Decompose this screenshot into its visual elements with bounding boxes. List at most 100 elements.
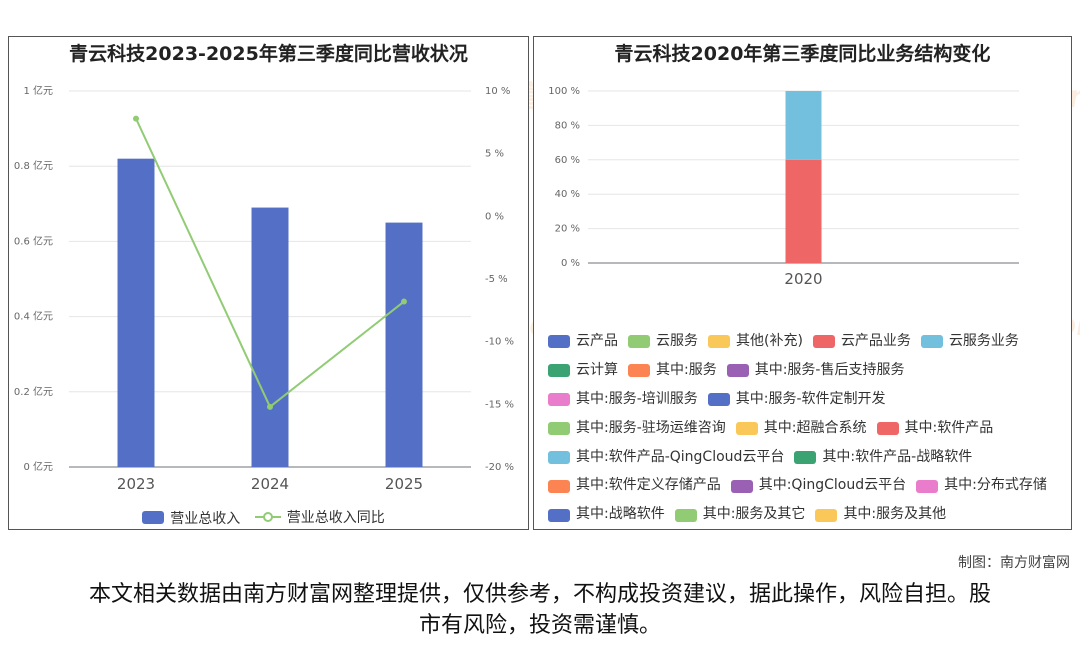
legend-item-revenue[interactable]: 营业总收入 <box>142 508 240 528</box>
y-right-tick-label: 5 % <box>485 149 504 160</box>
right-chart-panel: 青云科技2020年第三季度同比业务结构变化 0 % 20 % 40 % 60 % 80 … <box>533 36 1072 530</box>
legend-swatch <box>548 421 570 435</box>
legend-swatch <box>548 450 570 464</box>
legend-item[interactable]: 云服务 <box>628 329 698 355</box>
x-tick-label: 2023 <box>117 475 155 493</box>
legend-swatch-line <box>254 512 281 522</box>
legend-label: 其中:超融合系统 <box>763 419 867 436</box>
y-left-tick-label: 0.6 亿元 <box>14 234 53 247</box>
legend-label: 云产品 <box>576 333 618 349</box>
y-right-tick-label: -10 % <box>485 337 514 348</box>
legend-swatch <box>548 393 570 407</box>
legend-label: 其中:软件产品-战略软件 <box>822 448 973 465</box>
y-right-tick-label: -5 % <box>485 274 508 285</box>
legend-swatch <box>628 335 650 349</box>
left-chart-panel: 青云科技2023-2025年第三季度同比营收状况 0 亿元 0.2 亿元 0.4 亿… <box>8 36 529 530</box>
y-right-tick-label: -15 % <box>485 399 514 410</box>
y-tick-label: 20 % <box>555 224 580 235</box>
legend-label: 其中:服务-驻场运维咨询 <box>576 419 726 436</box>
y-right-tick-label: -20 % <box>485 462 514 473</box>
legend-item[interactable]: 其中:服务-售后支持服务 <box>726 358 905 384</box>
legend-item-revenue-yoy[interactable]: 营业总收入同比 <box>254 507 385 527</box>
legend-item[interactable]: 云服务业务 <box>920 329 1019 355</box>
legend-swatch <box>876 421 899 435</box>
legend-label: 其中:服务 <box>656 361 717 378</box>
legend-swatch <box>920 335 943 349</box>
legend-label: 其他(补充) <box>736 333 803 349</box>
legend-label: 其中:QingCloud云平台 <box>758 477 907 494</box>
legend-item[interactable]: 其中:服务及其他 <box>815 502 946 528</box>
legend-swatch <box>794 450 817 464</box>
legend-label: 云计算 <box>576 361 618 378</box>
y-tick-label: 80 % <box>555 120 580 131</box>
legend-label: 云服务 <box>656 333 698 349</box>
bar <box>251 207 289 467</box>
legend-label: 营业总收入同比 <box>286 510 385 526</box>
legend-swatch <box>548 335 570 349</box>
legend-label: 其中:服务-售后支持服务 <box>754 361 905 378</box>
legend-item[interactable]: 其中:软件产品-战略软件 <box>794 445 972 471</box>
legend-swatch <box>735 421 758 435</box>
x-tick-label: 2020 <box>784 270 822 288</box>
disclaimer-text: 本文相关数据由南方财富网整理提供，仅供参考，不构成投资建议，据此操作，风险自担。… <box>88 582 991 638</box>
y-right-tick-label: 10 % <box>485 86 510 97</box>
legend-label: 其中:软件产品-QingCloud云平台 <box>576 448 785 465</box>
legend-label: 其中:分布式存储 <box>944 477 1047 494</box>
legend-item[interactable]: 其中:超融合系统 <box>735 416 867 442</box>
x-tick-label: 2025 <box>385 475 423 493</box>
legend-item[interactable]: 其中:服务-培训服务 <box>548 387 698 413</box>
legend-swatch <box>815 508 838 522</box>
legend-label: 云产品业务 <box>840 333 911 349</box>
legend-item[interactable]: 其中:战略软件 <box>548 502 665 528</box>
left-chart-svg: 0 亿元 0.2 亿元 0.4 亿元 0.6 亿元 0.8 亿元 1 亿元 -20 % -15… <box>14 84 514 493</box>
legend-swatch <box>708 335 730 349</box>
legend-swatch <box>726 364 749 378</box>
legend-item[interactable]: 云产品业务 <box>812 329 911 355</box>
y-left-tick-label: 0.4 亿元 <box>14 310 53 323</box>
legend-label: 其中:服务及其他 <box>843 506 947 523</box>
legend-swatch <box>707 393 730 407</box>
legend-swatch <box>548 479 570 493</box>
legend-label: 其中:软件产品 <box>904 419 994 436</box>
y-left-tick-label: 1 亿元 <box>23 84 53 97</box>
legend-label: 其中:服务-软件定制开发 <box>735 390 886 407</box>
legend-item[interactable]: 其中:QingCloud云平台 <box>730 473 907 499</box>
legend-swatch <box>730 479 753 493</box>
bar <box>117 158 155 467</box>
legend-item[interactable]: 其中:服务-软件定制开发 <box>707 387 886 413</box>
legend-label: 其中:战略软件 <box>576 506 665 523</box>
legend-item[interactable]: 其中:软件产品-QingCloud云平台 <box>548 445 784 471</box>
legend-item[interactable]: 其中:服务及其它 <box>674 502 805 528</box>
legend-swatch-bar <box>142 511 165 524</box>
line-point <box>267 403 273 410</box>
legend-label: 营业总收入 <box>170 510 241 527</box>
legend-item[interactable]: 云计算 <box>548 358 618 384</box>
legend-item[interactable]: 其中:服务 <box>628 358 717 384</box>
legend-item[interactable]: 其中:服务-驻场运维咨询 <box>548 416 726 442</box>
stacked-bar-segment <box>785 159 822 263</box>
bar <box>385 222 423 467</box>
legend-item[interactable]: 云产品 <box>548 329 618 355</box>
legend-label: 其中:服务-培训服务 <box>576 390 698 407</box>
right-chart-title: 青云科技2020年第三季度同比业务结构变化 <box>614 43 991 65</box>
legend-item[interactable]: 其中:软件定义存储产品 <box>548 473 721 499</box>
y-tick-label: 100 % <box>548 86 580 97</box>
line-point <box>133 115 139 122</box>
right-chart-legend: 云产品 云服务 其他(补充) 云产品业务 云服务业务云计算 其中:服务 其中:服务-售后支持… <box>548 329 1065 531</box>
y-left-tick-label: 0.2 亿元 <box>14 385 53 398</box>
x-tick-label: 2024 <box>251 475 289 493</box>
left-chart-legend: 营业总收入 营业总收入同比 <box>9 507 528 528</box>
legend-label: 云服务业务 <box>948 333 1019 349</box>
legend-swatch <box>628 364 650 378</box>
legend-item[interactable]: 其他(补充) <box>708 329 803 355</box>
legend-swatch <box>674 508 697 522</box>
y-tick-label: 40 % <box>555 189 580 200</box>
legend-item[interactable]: 其中:分布式存储 <box>916 473 1047 499</box>
legend-item[interactable]: 其中:软件产品 <box>876 416 994 442</box>
y-tick-label: 0 % <box>561 258 580 269</box>
legend-swatch <box>916 479 939 493</box>
legend-swatch <box>548 508 570 522</box>
stacked-bar-segment <box>785 91 822 160</box>
y-left-tick-label: 0.8 亿元 <box>14 159 53 172</box>
y-tick-label: 60 % <box>555 155 580 166</box>
